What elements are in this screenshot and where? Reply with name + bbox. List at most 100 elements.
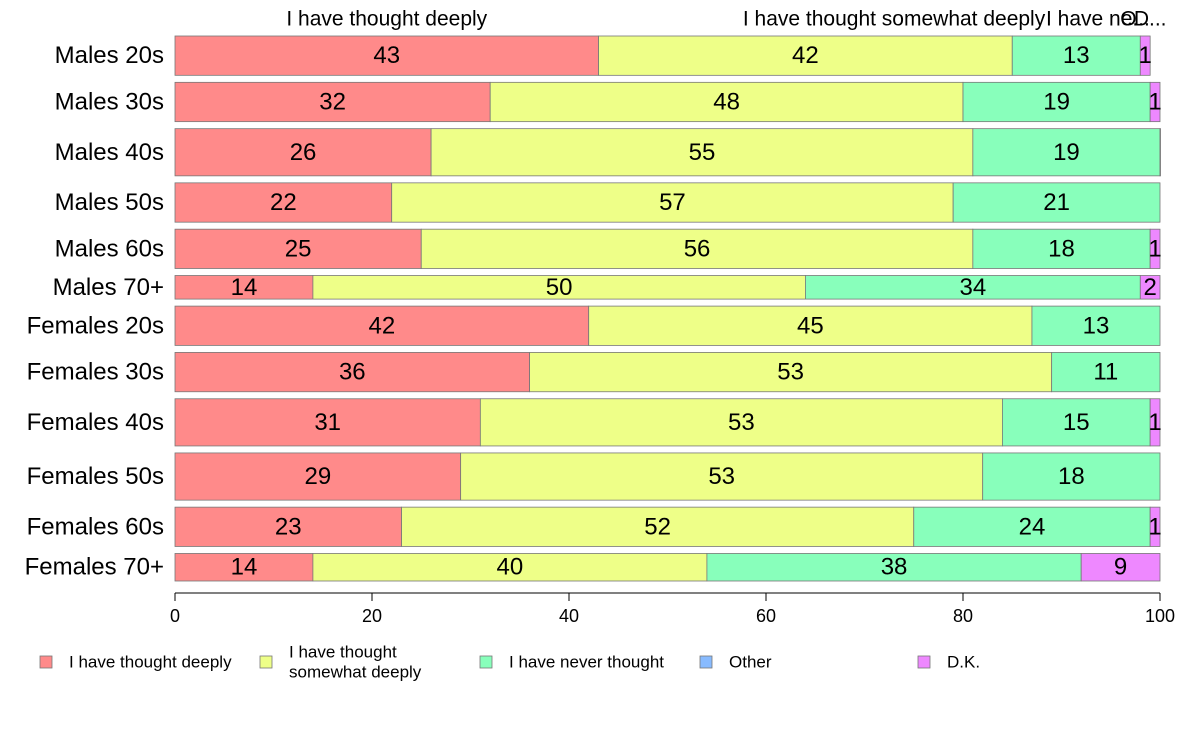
legend-swatch-2 — [479, 655, 493, 669]
bar-segment-females-60s-s2 — [913, 506, 1151, 547]
data-label-males-40s-s2: 19 — [1053, 139, 1080, 166]
data-label-males-70-s0: 14 — [231, 274, 258, 301]
bar-segment-females-70-s0 — [174, 553, 314, 582]
legend-swatch-3 — [699, 655, 713, 669]
data-label-females-60s-s4: 1 — [1148, 513, 1161, 540]
data-label-males-60s-s2: 18 — [1048, 235, 1075, 262]
data-label-males-70-s1: 50 — [546, 274, 573, 301]
legend: I have thought deeply I have thoughtsomew… — [39, 643, 980, 682]
bar-segment-females-50s-s0 — [174, 452, 462, 501]
bar-segment-males-50s-s2 — [952, 182, 1161, 223]
bar-segment-females-30s-s1 — [529, 352, 1053, 393]
category-label-males-20s: Males 20s — [55, 42, 164, 69]
bar-segment-females-20s-s1 — [588, 305, 1033, 346]
bar-segment-females-70-s2 — [706, 553, 1082, 582]
data-label-males-30s-s2: 19 — [1043, 88, 1070, 115]
bar-segment-females-30s-s2 — [1051, 352, 1161, 393]
category-label-females-40s: Females 40s — [27, 409, 164, 436]
x-tick-label-40: 40 — [559, 606, 579, 626]
category-label-males-30s: Males 30s — [55, 88, 164, 115]
data-label-males-60s-s1: 56 — [684, 235, 711, 262]
data-label-males-60s-s0: 25 — [285, 235, 312, 262]
bar-segment-males-40s-s3 — [1159, 128, 1161, 177]
bar-segment-females-60s-s4 — [1149, 506, 1161, 547]
bar-segment-males-30s-s0 — [174, 81, 491, 123]
legend-label-2-0: I have never thought — [509, 653, 664, 672]
data-label-females-30s-s2: 11 — [1093, 359, 1118, 386]
bar-segment-males-20s-s4 — [1139, 35, 1151, 76]
bar-segment-females-60s-s0 — [174, 506, 402, 547]
bar-segment-females-40s-s0 — [174, 398, 481, 447]
category-label-males-50s: Males 50s — [55, 189, 164, 216]
legend-label-3-0: Other — [729, 653, 772, 672]
top-label-0: I have thought deeply — [286, 8, 487, 31]
legend-label-4-0: D.K. — [947, 653, 980, 672]
category-label-males-40s: Males 40s — [55, 139, 164, 166]
bar-segment-males-50s-s1 — [391, 182, 954, 223]
bar-segment-females-20s-s2 — [1031, 305, 1161, 346]
bar-segment-males-20s-s2 — [1011, 35, 1141, 76]
bar-segment-females-50s-s2 — [982, 452, 1161, 501]
data-label-females-70-s0: 14 — [231, 554, 258, 581]
data-label-females-20s-s2: 13 — [1083, 312, 1110, 339]
top-label-1: I have thought somewhat deeply — [743, 8, 1046, 31]
data-label-females-40s-s2: 15 — [1063, 409, 1090, 436]
y-axis-labels: Males 20s Males 30s Males 40s Males 50s Male… — [25, 42, 164, 581]
data-label-females-70-s4: 9 — [1114, 554, 1127, 581]
data-label-females-30s-s0: 36 — [339, 359, 366, 386]
bar-segment-males-50s-s0 — [174, 182, 393, 223]
data-label-females-20s-s1: 45 — [797, 312, 824, 339]
bar-segment-males-70-s4 — [1139, 275, 1161, 300]
data-label-males-30s-s4: 1 — [1148, 88, 1161, 115]
x-tick-label-20: 20 — [362, 606, 382, 626]
data-label-males-50s-s2: 21 — [1043, 189, 1070, 216]
bar-segment-males-40s-s1 — [430, 128, 974, 177]
bar-segment-males-60s-s2 — [972, 228, 1151, 269]
x-axis: 0 20 40 60 80 100 — [170, 592, 1175, 626]
data-label-females-40s-s0: 31 — [314, 409, 341, 436]
bar-segment-females-30s-s0 — [174, 352, 531, 393]
data-label-males-40s-s1: 55 — [689, 139, 716, 166]
x-tick-label-0: 0 — [170, 606, 180, 626]
data-label-females-70-s1: 40 — [497, 554, 524, 581]
x-tick-label-80: 80 — [953, 606, 973, 626]
bar-segment-males-60s-s0 — [174, 228, 422, 269]
data-label-males-50s-s0: 22 — [270, 189, 297, 216]
bar-segment-females-60s-s1 — [401, 506, 915, 547]
x-tick-label-100: 100 — [1145, 606, 1175, 626]
category-label-females-50s: Females 50s — [27, 463, 164, 490]
bar-segment-males-30s-s1 — [489, 81, 964, 123]
category-label-females-70: Females 70+ — [25, 554, 164, 581]
data-label-females-50s-s1: 53 — [708, 463, 735, 490]
bar-segment-males-40s-s0 — [174, 128, 432, 177]
data-label-males-20s-s0: 43 — [373, 42, 400, 69]
data-label-females-50s-s2: 18 — [1058, 463, 1085, 490]
bar-segment-males-20s-s0 — [174, 35, 599, 76]
legend-label-1-1: somewhat deeply — [289, 663, 422, 682]
data-label-males-50s-s1: 57 — [659, 189, 686, 216]
legend-label-0-0: I have thought deeply — [69, 653, 232, 672]
data-label-females-20s-s0: 42 — [368, 312, 395, 339]
bar-segment-females-40s-s4 — [1149, 398, 1161, 447]
category-label-females-30s: Females 30s — [27, 359, 164, 386]
top-label-2: I have ne... — [1046, 8, 1150, 31]
data-label-males-20s-s2: 13 — [1063, 42, 1090, 69]
category-label-females-20s: Females 20s — [27, 312, 164, 339]
data-label-males-20s-s1: 42 — [792, 42, 819, 69]
data-label-males-70-s4: 2 — [1143, 274, 1156, 301]
data-label-males-20s-s4: 1 — [1139, 42, 1152, 69]
bar-segment-males-60s-s1 — [420, 228, 974, 269]
category-label-males-60s: Males 60s — [55, 235, 164, 262]
top-label-3: O — [1120, 8, 1136, 31]
data-label-males-40s-s0: 26 — [290, 139, 317, 166]
category-label-females-60s: Females 60s — [27, 513, 164, 540]
data-label-females-60s-s1: 52 — [644, 513, 671, 540]
data-label-females-60s-s0: 23 — [275, 513, 302, 540]
data-label-males-70-s2: 34 — [959, 274, 986, 301]
legend-label-1-0: I have thought — [289, 643, 397, 662]
bar-segment-females-70-s4 — [1080, 553, 1161, 582]
data-label-females-60s-s2: 24 — [1019, 513, 1046, 540]
data-label-females-40s-s4: 1 — [1148, 409, 1161, 436]
